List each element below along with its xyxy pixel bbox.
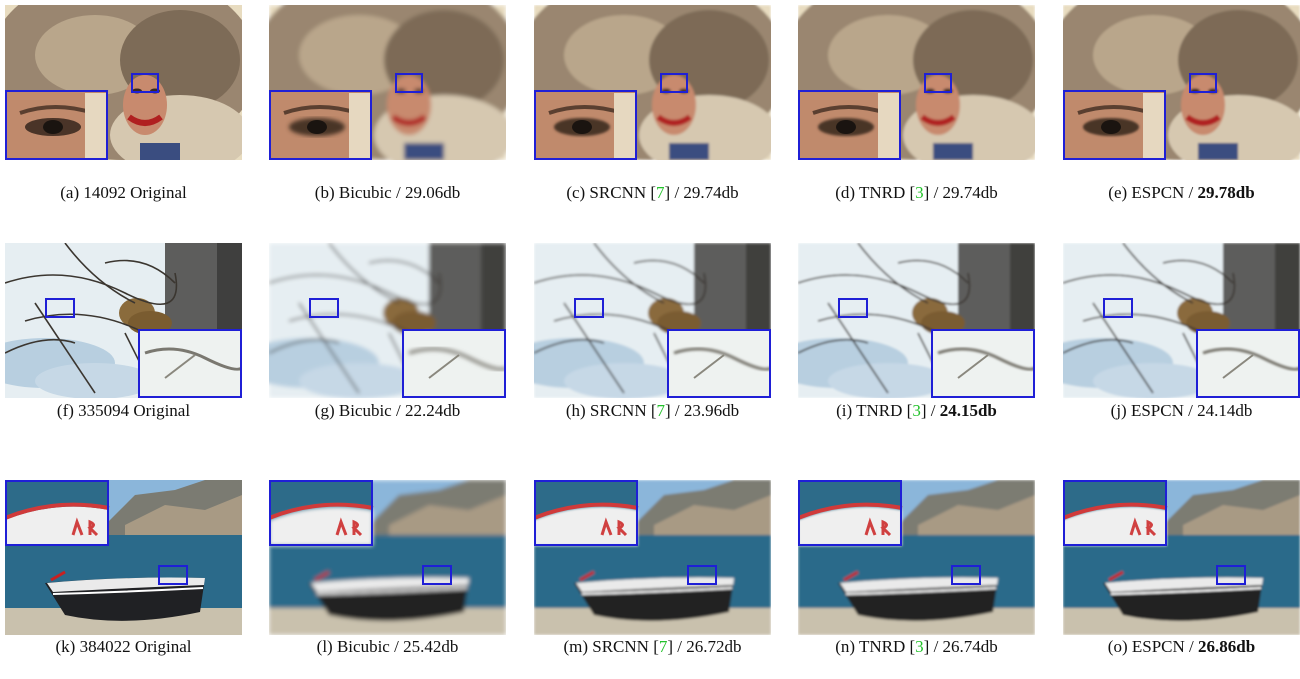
panel-caption: (k) 384022 Original bbox=[5, 637, 242, 657]
panel-image bbox=[269, 5, 506, 160]
panel-caption: (f) 335094 Original bbox=[5, 401, 242, 421]
caption-text: (n) TNRD [ bbox=[835, 637, 916, 656]
leopard-thumbnail bbox=[798, 243, 1035, 398]
caption-text: (c) SRCNN [ bbox=[566, 183, 657, 202]
panel-caption: (o) ESPCN / 26.86db bbox=[1063, 637, 1300, 657]
citation-link[interactable]: 7 bbox=[658, 637, 668, 656]
portrait-thumbnail bbox=[798, 5, 1035, 160]
portrait-thumbnail bbox=[269, 5, 506, 160]
portrait-thumbnail bbox=[1063, 5, 1300, 160]
panel-caption: (g) Bicubic / 22.24db bbox=[269, 401, 506, 421]
boat-thumbnail bbox=[534, 480, 771, 635]
citation-link[interactable]: 3 bbox=[915, 637, 924, 656]
psnr-score: 26.86db bbox=[1198, 637, 1256, 656]
caption-text: (e) ESPCN / bbox=[1108, 183, 1198, 202]
psnr-score: 29.78db bbox=[1197, 183, 1255, 202]
panel-image bbox=[798, 243, 1035, 398]
boat-thumbnail bbox=[5, 480, 242, 635]
panel-image bbox=[534, 480, 771, 635]
psnr-score: ] / 23.96db bbox=[665, 401, 740, 420]
caption-text: (b) Bicubic / 29.06db bbox=[314, 183, 461, 202]
caption-text: (a) 14092 Original bbox=[60, 183, 187, 202]
panel-image bbox=[5, 480, 242, 635]
panel-image bbox=[1063, 243, 1300, 398]
panel-caption: (j) ESPCN / 24.14db bbox=[1063, 401, 1300, 421]
panel-caption: (i) TNRD [3] / 24.15db bbox=[798, 401, 1035, 421]
boat-thumbnail bbox=[798, 480, 1035, 635]
panel-caption: (l) Bicubic / 25.42db bbox=[269, 637, 506, 657]
psnr-score: ] / 26.72db bbox=[667, 637, 742, 656]
panel-image bbox=[798, 5, 1035, 160]
leopard-thumbnail bbox=[269, 243, 506, 398]
caption-text: (l) Bicubic / 25.42db bbox=[316, 637, 459, 656]
panel-caption: (n) TNRD [3] / 26.74db bbox=[798, 637, 1035, 657]
citation-link[interactable]: 7 bbox=[656, 183, 665, 202]
portrait-thumbnail bbox=[534, 5, 771, 160]
panel-caption: (c) SRCNN [7] / 29.74db bbox=[534, 183, 771, 203]
psnr-best-score: 24.15db bbox=[939, 401, 997, 420]
panel-image bbox=[269, 480, 506, 635]
panel-image bbox=[1063, 480, 1300, 635]
panel-image bbox=[534, 243, 771, 398]
panel-image bbox=[269, 243, 506, 398]
panel-image bbox=[534, 5, 771, 160]
caption-text: (i) TNRD [ bbox=[836, 401, 913, 420]
boat-thumbnail bbox=[1063, 480, 1300, 635]
caption-text: (k) 384022 Original bbox=[55, 637, 192, 656]
panel-image bbox=[798, 480, 1035, 635]
leopard-thumbnail bbox=[5, 243, 242, 398]
portrait-thumbnail bbox=[5, 5, 242, 160]
boat-thumbnail bbox=[269, 480, 506, 635]
panel-image bbox=[5, 5, 242, 160]
caption-text: (f) 335094 Original bbox=[56, 401, 191, 420]
leopard-thumbnail bbox=[534, 243, 771, 398]
panel-caption: (m) SRCNN [7] / 26.72db bbox=[534, 637, 771, 657]
caption-text: (j) ESPCN / 24.14db bbox=[1110, 401, 1253, 420]
panel-caption: (h) SRCNN [7] / 23.96db bbox=[534, 401, 771, 421]
caption-text: (d) TNRD [ bbox=[835, 183, 916, 202]
citation-link[interactable]: 3 bbox=[915, 183, 924, 202]
panel-image bbox=[1063, 5, 1300, 160]
psnr-score: ] / 26.74db bbox=[923, 637, 998, 656]
caption-text: (o) ESPCN / bbox=[1107, 637, 1199, 656]
panel-image bbox=[5, 243, 242, 398]
psnr-score: ] / 29.74db bbox=[923, 183, 998, 202]
psnr-score: ] / 29.74db bbox=[664, 183, 739, 202]
panel-caption: (d) TNRD [3] / 29.74db bbox=[798, 183, 1035, 203]
citation-link[interactable]: 7 bbox=[656, 401, 666, 420]
citation-link[interactable]: 3 bbox=[912, 401, 921, 420]
panel-caption: (b) Bicubic / 29.06db bbox=[269, 183, 506, 203]
psnr-score: ] / bbox=[920, 401, 940, 420]
panel-caption: (a) 14092 Original bbox=[5, 183, 242, 203]
caption-text: (g) Bicubic / 22.24db bbox=[314, 401, 461, 420]
caption-text: (m) SRCNN [ bbox=[563, 637, 659, 656]
leopard-thumbnail bbox=[1063, 243, 1300, 398]
caption-text: (h) SRCNN [ bbox=[565, 401, 657, 420]
panel-caption: (e) ESPCN / 29.78db bbox=[1063, 183, 1300, 203]
